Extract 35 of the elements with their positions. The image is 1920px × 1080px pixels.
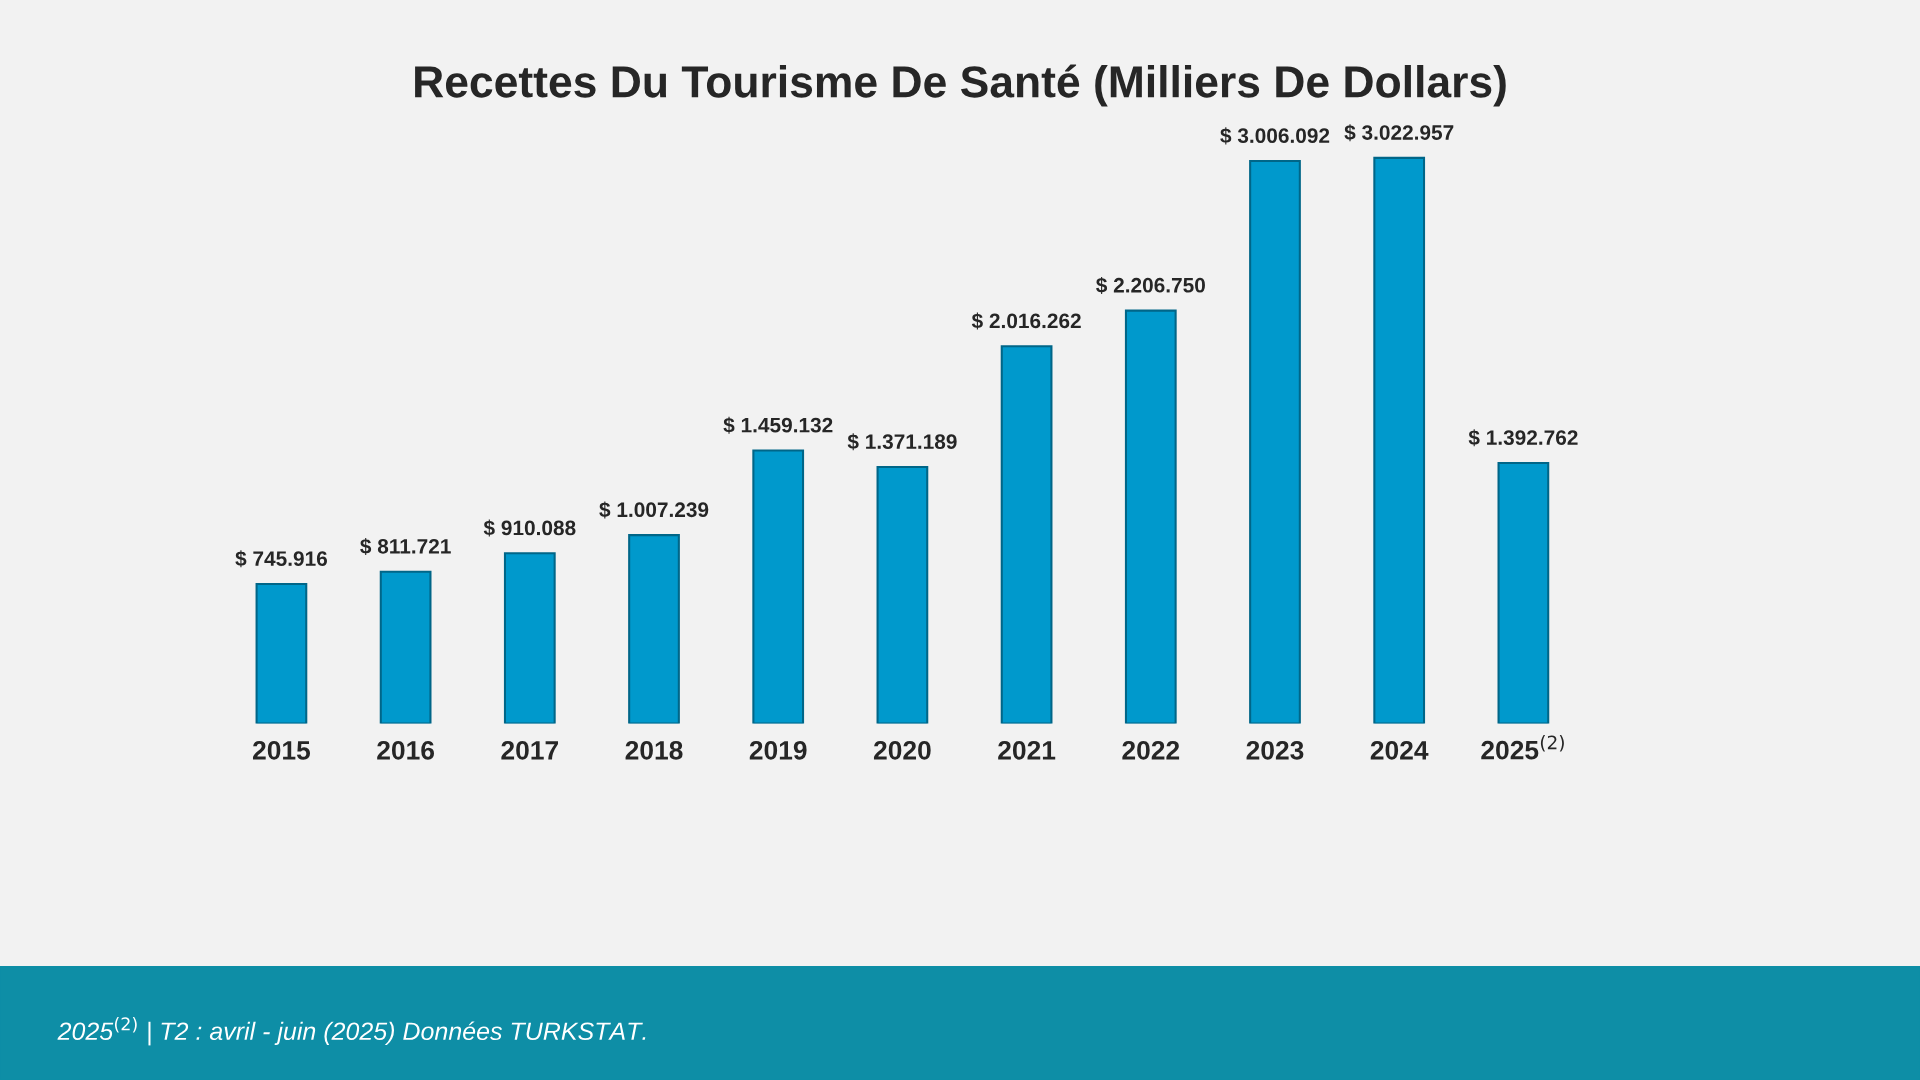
x-tick-label: 2015 <box>252 740 311 760</box>
data-label: $ 811.721 <box>360 538 451 556</box>
bar <box>379 570 432 724</box>
data-label: $ 910.088 <box>483 519 576 537</box>
bar <box>876 465 929 724</box>
data-label: $ 2.016.262 <box>971 312 1081 330</box>
x-tick-label: 2019 <box>749 740 807 760</box>
data-label: $ 1.371.189 <box>847 433 957 451</box>
data-label: $ 1.007.239 <box>599 501 709 519</box>
x-tick-label: 2018 <box>625 740 683 760</box>
x-tick-label: 2021 <box>998 740 1056 760</box>
x-tick-label: 2023 <box>1246 740 1304 760</box>
x-tick-label: 2020 <box>873 740 931 760</box>
bar <box>1249 160 1301 724</box>
bar <box>628 534 680 724</box>
bar <box>752 449 805 724</box>
bar <box>1373 156 1426 724</box>
data-label: $ 3.022.957 <box>1344 124 1454 142</box>
x-tick-label: 2022 <box>1122 740 1180 760</box>
bar <box>255 582 308 724</box>
data-label: $ 3.006.092 <box>1220 127 1330 145</box>
data-label: $ 1.392.762 <box>1468 429 1578 447</box>
x-tick-label: 2025$^{(2)}$ <box>1481 735 1564 760</box>
x-tick-label: 2016 <box>377 740 435 760</box>
x-tick-label: 2024 <box>1370 740 1429 760</box>
bar <box>1124 309 1177 724</box>
x-tick-label: 2017 <box>501 740 559 760</box>
text: 2025$^{(2)}$ | T2 : avril - juin (2025) Données TURKSTAT. <box>57 1017 646 1046</box>
bar <box>1000 345 1053 724</box>
chart-title: Recettes Du Tourisme De Santé (Milliers De Dollars) <box>415 64 1506 107</box>
data-label: $ 745.916 <box>235 550 328 568</box>
bar <box>503 552 556 724</box>
bar <box>1497 461 1550 724</box>
data-label: $ 2.206.750 <box>1096 276 1205 294</box>
data-label: $ 1.459.132 <box>723 416 833 434</box>
